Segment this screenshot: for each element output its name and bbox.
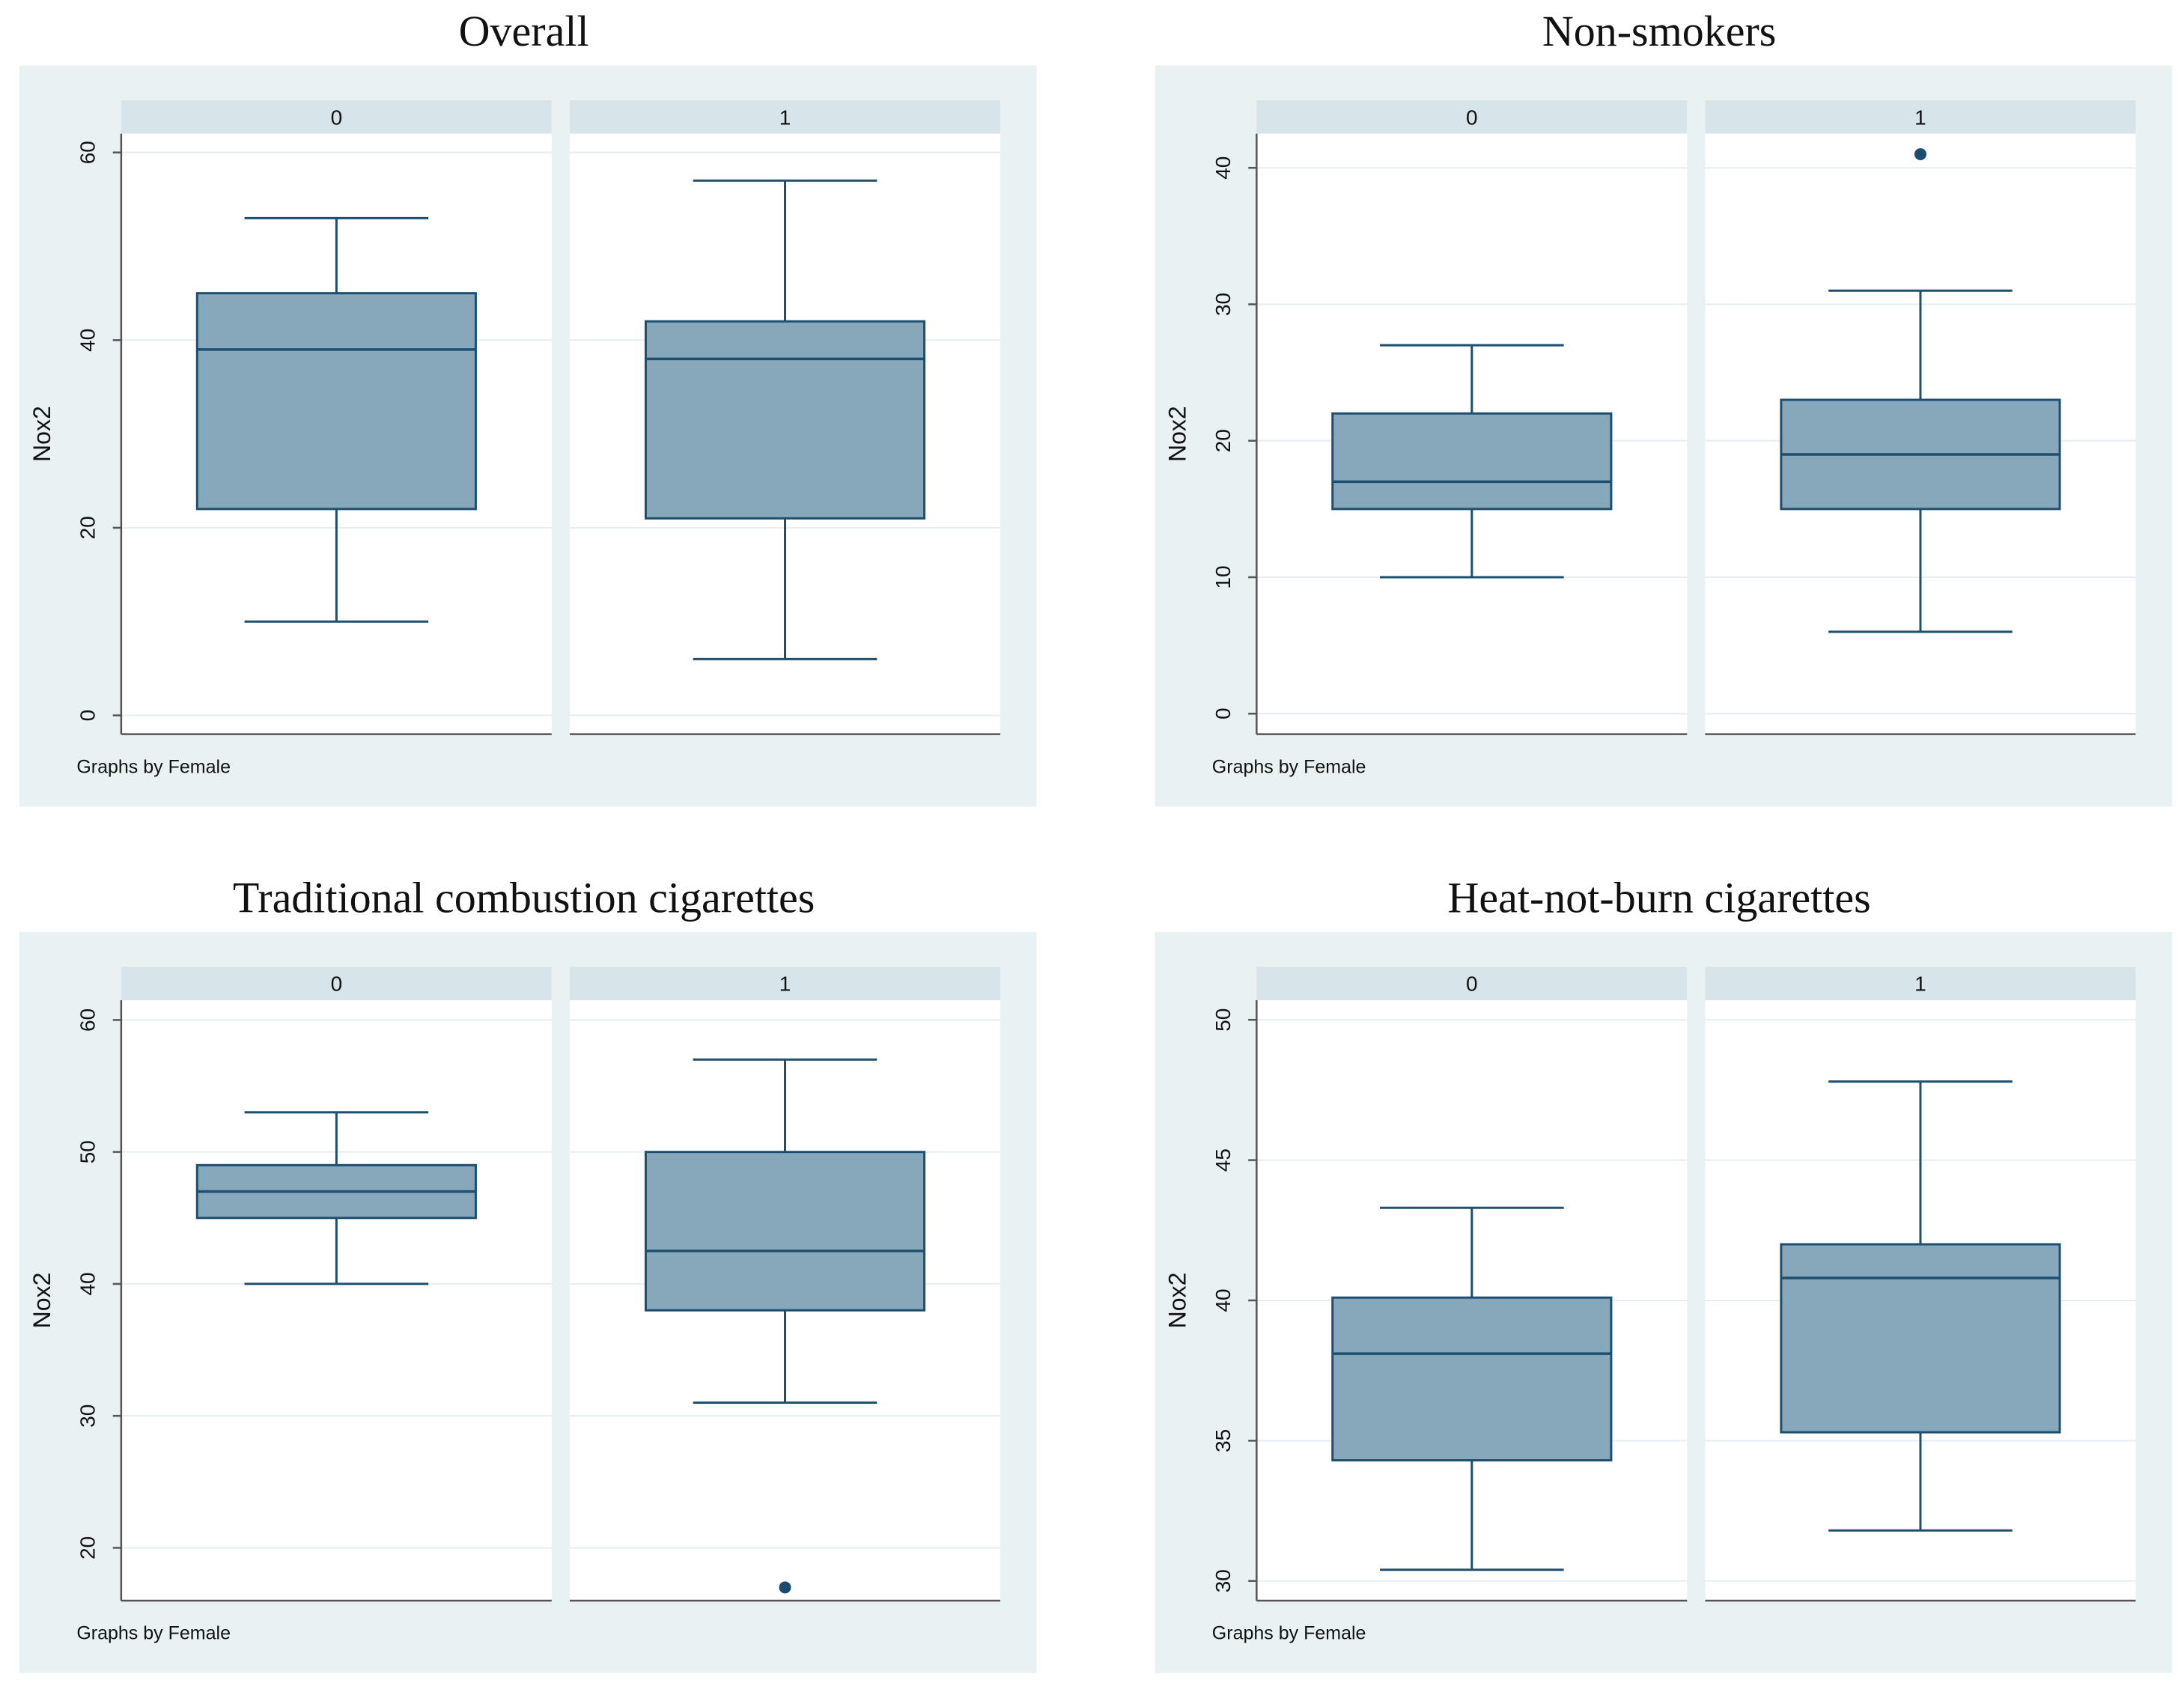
boxplot xyxy=(1331,344,1613,579)
outlier-point xyxy=(1914,147,1926,160)
graph-note: Graphs by Female xyxy=(76,1623,231,1644)
boxplot xyxy=(1780,147,2061,633)
chart-title: Overall xyxy=(459,7,589,55)
plot-area xyxy=(121,999,552,1601)
y-axis-title: Nox2 xyxy=(28,1273,55,1329)
panel-0: 0 xyxy=(1256,967,1688,1602)
panel-strip xyxy=(570,100,1000,134)
boxplot xyxy=(195,216,477,623)
panel-0: 0 xyxy=(121,967,552,1602)
panel-strip-label: 0 xyxy=(1466,106,1478,129)
graph-note: Graphs by Female xyxy=(76,756,231,777)
y-tick-label: 20 xyxy=(76,516,100,539)
chart-2: Traditional combustion cigarettes 0 1 20 30 4… xyxy=(19,873,1037,1673)
y-tick-label: 40 xyxy=(1211,1288,1235,1312)
y-tick-label: 10 xyxy=(1211,565,1235,588)
graph-note: Graphs by Female xyxy=(1212,756,1366,777)
y-axis-title: Nox2 xyxy=(1164,1273,1190,1329)
y-tick-label: 30 xyxy=(1211,1569,1235,1592)
boxplot xyxy=(644,1058,926,1594)
y-axis-title: Nox2 xyxy=(1164,406,1190,462)
iqr-box xyxy=(644,1151,926,1312)
iqr-box xyxy=(644,320,926,520)
boxplot xyxy=(644,179,926,660)
chart-title: Traditional combustion cigarettes xyxy=(233,873,815,922)
iqr-box xyxy=(1331,412,1613,511)
iqr-box xyxy=(195,292,477,511)
iqr-box xyxy=(1780,1243,2061,1434)
y-tick-label: 40 xyxy=(76,329,100,352)
panel-strip-label: 1 xyxy=(1914,973,1926,996)
boxplot xyxy=(195,1111,477,1285)
panel-1: 1 xyxy=(1705,100,2136,735)
panel-strip-label: 0 xyxy=(331,973,343,996)
panel-1: 1 xyxy=(1705,967,2136,1602)
outlier-point xyxy=(779,1581,791,1594)
y-axis-title: Nox2 xyxy=(28,406,55,462)
y-tick-label: 40 xyxy=(1211,156,1235,180)
y-tick-label: 30 xyxy=(76,1405,100,1428)
panel-strip-label: 1 xyxy=(1914,106,1926,129)
panel-strip xyxy=(121,100,552,134)
boxplot xyxy=(1331,1206,1613,1571)
panel-strip-label: 0 xyxy=(331,106,343,129)
panel-strip xyxy=(570,967,1000,1000)
y-tick-label: 45 xyxy=(1211,1148,1235,1172)
y-tick-label: 20 xyxy=(1211,429,1235,452)
panel-1: 1 xyxy=(570,100,1000,735)
panel-strip-label: 1 xyxy=(779,973,791,996)
y-tick-label: 60 xyxy=(76,1008,100,1032)
boxplot xyxy=(1780,1080,2061,1532)
panel-strip xyxy=(1705,967,2136,1000)
panel-strip xyxy=(1256,967,1688,1000)
y-tick-label: 50 xyxy=(1211,1008,1235,1032)
y-tick-label: 50 xyxy=(76,1140,100,1163)
chart-3: Heat-not-burn cigarettes 0 1 30 35 40 45 50 Nox2… xyxy=(1155,873,2172,1673)
y-tick-label: 0 xyxy=(76,710,100,722)
iqr-box xyxy=(1331,1296,1613,1462)
y-tick-label: 35 xyxy=(1211,1429,1235,1452)
graph-note: Graphs by Female xyxy=(1212,1623,1366,1644)
panel-strip-label: 0 xyxy=(1466,973,1478,996)
panel-1: 1 xyxy=(570,967,1000,1602)
panel-strip xyxy=(121,967,552,1000)
y-tick-label: 40 xyxy=(76,1272,100,1295)
panel-0: 0 xyxy=(121,100,552,735)
chart-title: Non-smokers xyxy=(1542,7,1777,55)
panel-strip xyxy=(1705,100,2136,134)
y-tick-label: 30 xyxy=(1211,293,1235,316)
panel-strip xyxy=(1256,100,1688,134)
y-tick-label: 60 xyxy=(76,141,100,164)
y-tick-label: 20 xyxy=(76,1536,100,1559)
chart-title: Heat-not-burn cigarettes xyxy=(1447,873,1870,922)
panel-0: 0 xyxy=(1256,100,1688,735)
panel-strip-label: 1 xyxy=(779,106,791,129)
y-tick-label: 0 xyxy=(1211,707,1235,719)
